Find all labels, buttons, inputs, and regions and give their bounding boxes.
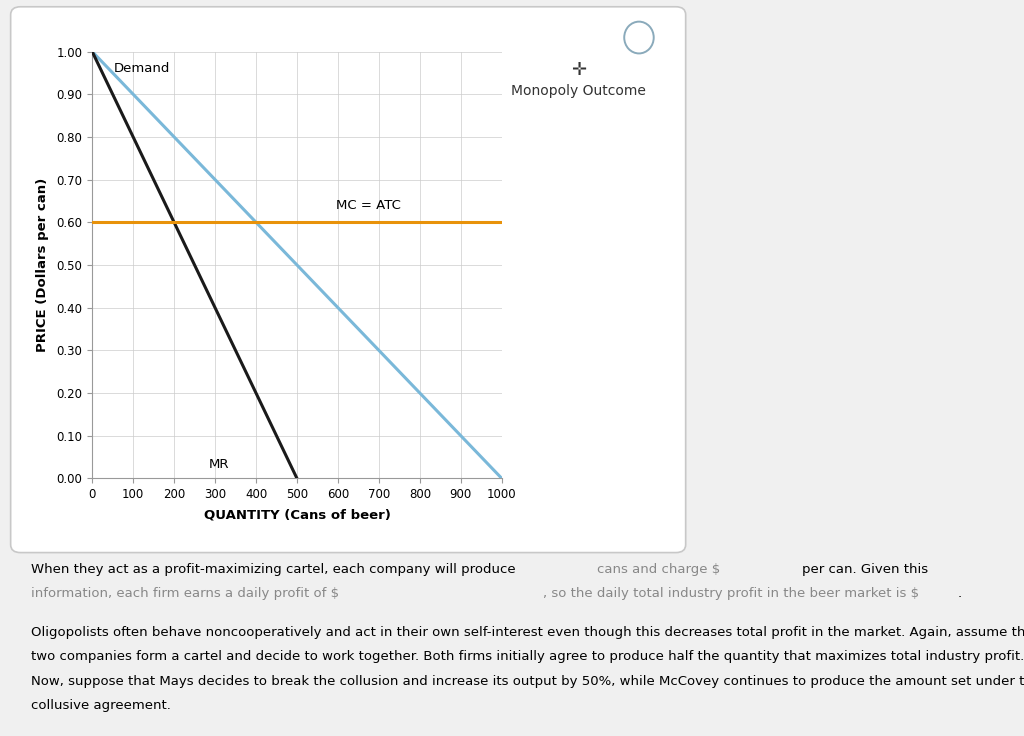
Text: Oligopolists often behave noncooperatively and act in their own self-interest ev: Oligopolists often behave noncooperative… bbox=[31, 626, 1024, 639]
Text: .: . bbox=[957, 587, 962, 601]
Text: When they act as a profit-maximizing cartel, each company will produce: When they act as a profit-maximizing car… bbox=[31, 563, 515, 576]
Text: two companies form a cartel and decide to work together. Both firms initially ag: two companies form a cartel and decide t… bbox=[31, 651, 1024, 663]
Text: Monopoly Outcome: Monopoly Outcome bbox=[511, 83, 646, 98]
Text: information, each firm earns a daily profit of $: information, each firm earns a daily pro… bbox=[31, 587, 339, 601]
Text: Now, suppose that Mays decides to break the collusion and increase its output by: Now, suppose that Mays decides to break … bbox=[31, 675, 1024, 687]
Text: MC = ATC: MC = ATC bbox=[336, 199, 400, 213]
Text: per can. Given this: per can. Given this bbox=[802, 563, 928, 576]
FancyBboxPatch shape bbox=[10, 7, 686, 553]
Text: Demand: Demand bbox=[114, 63, 170, 75]
Text: , so the daily total industry profit in the beer market is $: , so the daily total industry profit in … bbox=[543, 587, 919, 601]
Y-axis label: PRICE (Dollars per can): PRICE (Dollars per can) bbox=[37, 178, 49, 352]
Text: cans and charge $: cans and charge $ bbox=[597, 563, 720, 576]
Text: ✛: ✛ bbox=[571, 61, 586, 79]
Circle shape bbox=[625, 21, 653, 54]
X-axis label: QUANTITY (Cans of beer): QUANTITY (Cans of beer) bbox=[204, 508, 390, 521]
Text: MR: MR bbox=[209, 458, 229, 471]
Text: collusive agreement.: collusive agreement. bbox=[31, 699, 171, 712]
Text: ?: ? bbox=[635, 31, 643, 46]
